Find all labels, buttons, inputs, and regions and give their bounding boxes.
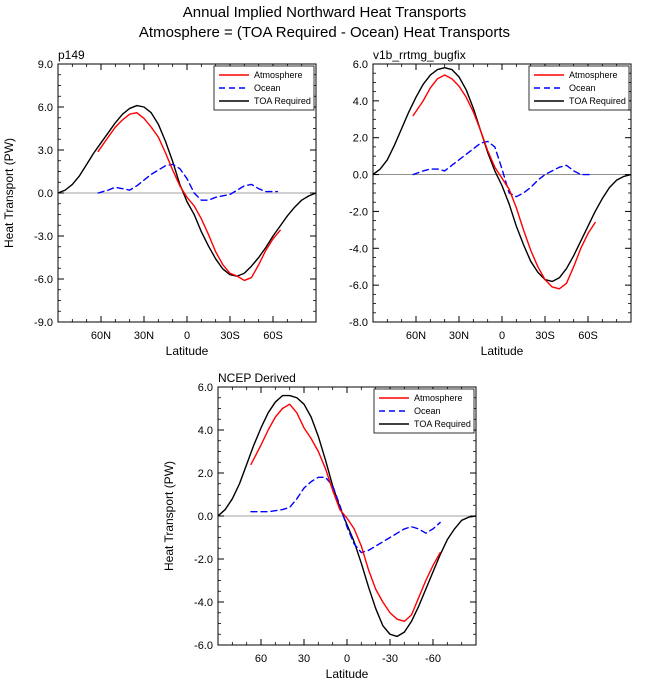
legend: Atmosphere Ocean TOA Required	[528, 65, 630, 111]
chart-panel-p149: p149 9.0 6.0 3.0 0.0 -3.0 -6.0 -9.0 60N 30N 0 30S 60…	[2, 48, 317, 358]
x-axis-label: Latitude	[326, 667, 369, 681]
x-tick-label: -60	[425, 653, 441, 665]
x-tick-label: 60N	[406, 330, 426, 342]
y-tick-label: 6.0	[353, 59, 368, 71]
legend-label: TOA Required	[569, 96, 626, 106]
x-tick-label: 60S	[263, 330, 283, 342]
y-tick-label: -8.0	[349, 317, 368, 329]
x-tick-label: 30	[298, 653, 310, 665]
chart-panel-ncep: NCEP Derived 6.0 4.0 2.0 0.0 -2.0 -4.0 -6.0 60 30…	[162, 371, 477, 681]
legend-label: TOA Required	[414, 419, 471, 429]
series-group	[218, 394, 476, 638]
series-line-toa-required	[58, 104, 316, 277]
series-line-ocean	[412, 140, 593, 198]
x-tick-label: 30S	[535, 330, 555, 342]
x-tick-label: 60	[255, 653, 267, 665]
panel-title: NCEP Derived	[218, 371, 296, 385]
legend: Atmosphere Ocean TOA Required	[373, 388, 475, 434]
series-line-toa-required	[373, 66, 631, 283]
legend-label: Atmosphere	[569, 70, 618, 80]
x-tick-label: 30N	[134, 330, 154, 342]
y-tick-label: 6.0	[198, 382, 213, 394]
x-tick-label: 0	[344, 653, 350, 665]
series-line-atmosphere	[97, 112, 281, 282]
y-tick-label: 9.0	[38, 59, 53, 71]
legend-label: Atmosphere	[414, 393, 463, 403]
y-tick-label: -4.0	[194, 597, 213, 609]
legend-box	[528, 65, 630, 111]
figure-title-line1: Annual Implied Northward Heat Transports	[183, 4, 466, 21]
x-axis-label: Latitude	[481, 344, 524, 358]
x-tick-label: 30N	[449, 330, 469, 342]
y-tick-label: -4.0	[349, 243, 368, 255]
y-tick-label: 6.0	[38, 102, 53, 114]
y-tick-label: 0.0	[353, 170, 368, 182]
y-axis-label: Heat Transport (PW)	[162, 461, 176, 571]
x-axis-label: Latitude	[166, 344, 209, 358]
x-tick-label: 60S	[578, 330, 598, 342]
panel-title: v1b_rrtmg_bugfix	[373, 48, 466, 62]
y-tick-label: 2.0	[198, 468, 213, 480]
x-tick-label: -30	[382, 653, 398, 665]
x-tick-label: 30S	[220, 330, 240, 342]
legend-label: TOA Required	[254, 96, 311, 106]
legend-label: Ocean	[569, 83, 596, 93]
chart-panel-v1b: v1b_rrtmg_bugfix 6.0 4.0 2.0 0.0 -2.0 -4.0 -6.0…	[349, 48, 632, 358]
y-tick-label: -3.0	[34, 231, 53, 243]
y-tick-label: -9.0	[34, 317, 53, 329]
y-axis-label: Heat Transport (PW)	[2, 138, 16, 248]
y-tick-label: 0.0	[198, 511, 213, 523]
series-group	[58, 104, 316, 282]
series-line-atmosphere	[250, 403, 441, 623]
figure-title-line2: Atmosphere = (TOA Required - Ocean) Heat…	[139, 24, 510, 41]
y-tick-label: -6.0	[34, 274, 53, 286]
series-line-ocean	[97, 163, 278, 201]
x-tick-label: 0	[184, 330, 190, 342]
y-tick-label: -6.0	[349, 280, 368, 292]
legend-label: Ocean	[414, 406, 441, 416]
y-tick-label: 2.0	[353, 133, 368, 145]
panels: p149 9.0 6.0 3.0 0.0 -3.0 -6.0 -9.0 60N 30N 0 30S 60…	[2, 48, 632, 681]
series-line-ocean	[250, 476, 441, 554]
y-tick-label: -2.0	[194, 554, 213, 566]
legend-label: Ocean	[254, 83, 281, 93]
y-tick-label: 4.0	[198, 425, 213, 437]
x-tick-label: 60N	[91, 330, 111, 342]
y-tick-label: 4.0	[353, 96, 368, 108]
legend: Atmosphere Ocean TOA Required	[213, 65, 315, 111]
x-tick-label: 0	[499, 330, 505, 342]
series-line-atmosphere	[412, 74, 596, 290]
series-group	[373, 66, 631, 290]
y-tick-label: -2.0	[349, 206, 368, 218]
panel-title: p149	[58, 48, 85, 62]
y-tick-label: 3.0	[38, 145, 53, 157]
y-tick-label: -6.0	[194, 640, 213, 652]
y-tick-label: 0.0	[38, 188, 53, 200]
legend-label: Atmosphere	[254, 70, 303, 80]
